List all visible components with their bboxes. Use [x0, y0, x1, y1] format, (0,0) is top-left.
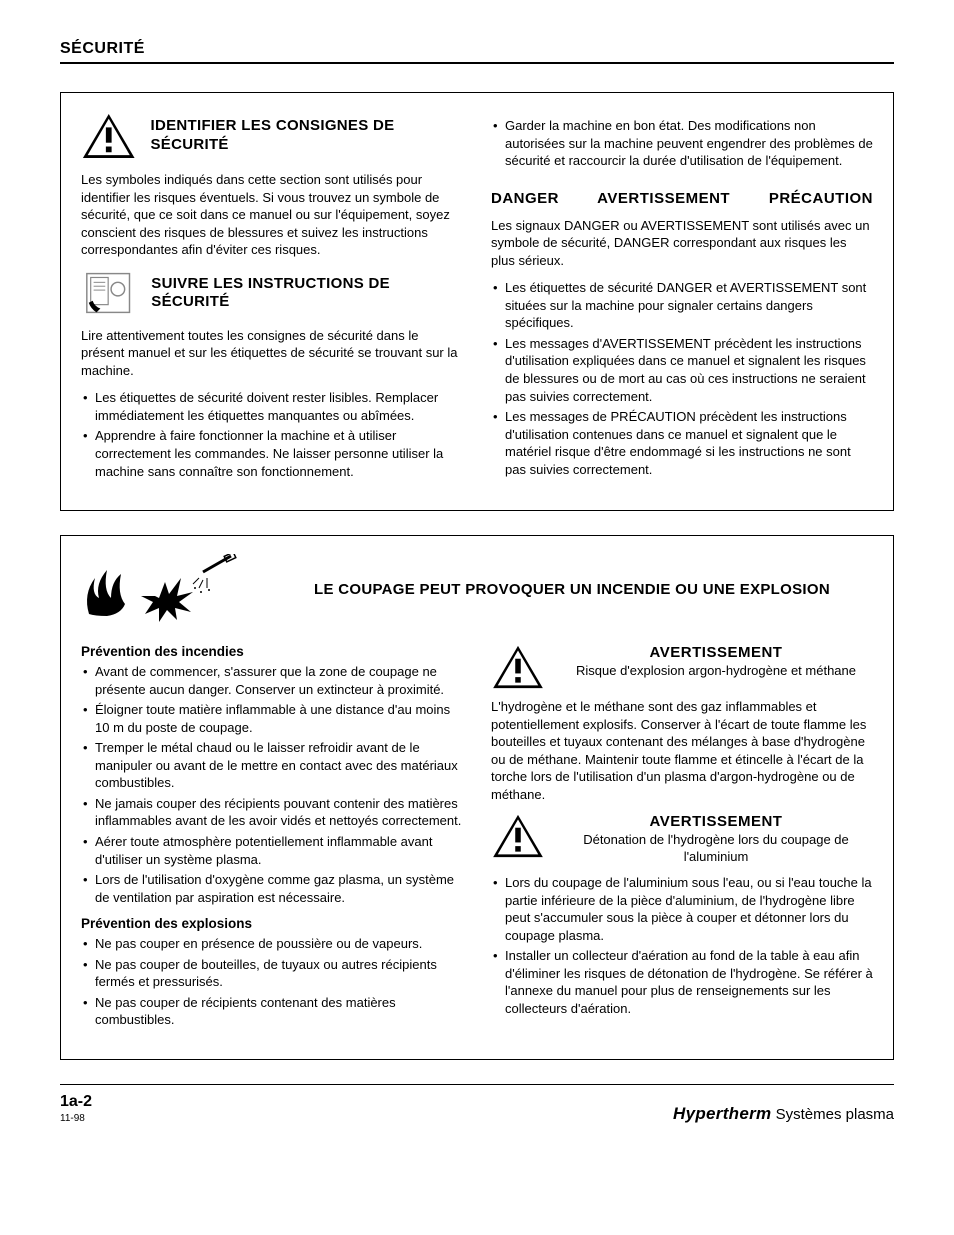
safety-box-2: LE COUPAGE PEUT PROVOQUER UN INCENDIE OU… [60, 535, 894, 1060]
list-item: Éloigner toute matière inflammable à une… [81, 701, 463, 736]
signals-bullets: Les étiquettes de sécurité DANGER et AVE… [491, 279, 873, 478]
box1-right-column: Garder la machine en bon état. Des modif… [491, 111, 873, 490]
warning2-sub: Détonation de l'hydrogène lors du coupag… [559, 832, 873, 866]
box1-left-column: IDENTIFIER LES CONSIGNES DE SÉCURITÉ Les… [81, 111, 463, 490]
list-item: Apprendre à faire fonctionner la machine… [81, 427, 463, 480]
list-item: Ne pas couper en présence de poussière o… [81, 935, 463, 953]
identify-title: IDENTIFIER LES CONSIGNES DE SÉCURITÉ [150, 111, 463, 155]
list-item: Aérer toute atmosphère potentiellement i… [81, 833, 463, 868]
list-item: Lors de l'utilisation d'oxygène comme ga… [81, 871, 463, 906]
warning-triangle-icon [81, 111, 136, 161]
safety-box-1: IDENTIFIER LES CONSIGNES DE SÉCURITÉ Les… [60, 92, 894, 511]
fire-prevention-heading: Prévention des incendies [81, 644, 463, 659]
follow-body: Lire attentivement toutes les consignes … [81, 327, 463, 380]
warning1-title: AVERTISSEMENT [559, 644, 873, 661]
page-number: 1a-2 [60, 1093, 92, 1111]
identify-body: Les symboles indiqués dans cette section… [81, 171, 463, 259]
list-item: Garder la machine en bon état. Des modif… [491, 117, 873, 170]
warning-triangle-icon [491, 813, 545, 859]
maintain-bullet: Garder la machine en bon état. Des modif… [491, 117, 873, 170]
page-header: SÉCURITÉ [60, 40, 894, 64]
list-item: Les étiquettes de sécurité doivent reste… [81, 389, 463, 424]
list-item: Tremper le métal chaud ou le laisser ref… [81, 739, 463, 792]
warning1-body: L'hydrogène et le méthane sont des gaz i… [491, 698, 873, 803]
list-item: Ne jamais couper des récipients pouvant … [81, 795, 463, 830]
footer-right: Hypertherm Systèmes plasma [673, 1104, 894, 1124]
footer-suffix: Systèmes plasma [771, 1106, 894, 1123]
list-item: Avant de commencer, s'assurer que la zon… [81, 663, 463, 698]
list-item: Ne pas couper de récipients contenant de… [81, 994, 463, 1029]
explosion-prevention-bullets: Ne pas couper en présence de poussière o… [81, 935, 463, 1029]
warning2-title: AVERTISSEMENT [559, 813, 873, 830]
list-item: Les étiquettes de sécurité DANGER et AVE… [491, 279, 873, 332]
list-item: Installer un collecteur d'aération au fo… [491, 947, 873, 1017]
fire-prevention-bullets: Avant de commencer, s'assurer que la zon… [81, 663, 463, 906]
list-item: Les messages de PRÉCAUTION précèdent les… [491, 408, 873, 478]
fire-explosion-icon [81, 554, 241, 626]
signals-body: Les signaux DANGER ou AVERTISSEMENT sont… [491, 217, 873, 270]
warning-triangle-icon [491, 644, 545, 690]
read-manual-icon [81, 269, 137, 317]
page-date: 11-98 [60, 1113, 92, 1124]
warning2-bullets: Lors du coupage de l'aluminium sous l'ea… [491, 874, 873, 1017]
follow-bullets: Les étiquettes de sécurité doivent reste… [81, 389, 463, 480]
list-item: Ne pas couper de bouteilles, de tuyaux o… [81, 956, 463, 991]
page-footer: 1a-2 11-98 Hypertherm Systèmes plasma [60, 1084, 894, 1124]
box2-left-column: Prévention des incendies Avant de commen… [81, 644, 463, 1039]
list-item: Les messages d'AVERTISSEMENT précèdent l… [491, 335, 873, 405]
brand-name: Hypertherm [673, 1104, 771, 1123]
follow-title: SUIVRE LES INSTRUCTIONS DE SÉCURITÉ [151, 269, 463, 313]
warning1-sub: Risque d'explosion argon-hydrogène et mé… [559, 663, 873, 680]
fire-explosion-title: LE COUPAGE PEUT PROVOQUER UN INCENDIE OU… [271, 580, 873, 600]
explosion-prevention-heading: Prévention des explosions [81, 916, 463, 931]
list-item: Lors du coupage de l'aluminium sous l'ea… [491, 874, 873, 944]
box2-right-column: AVERTISSEMENT Risque d'explosion argon-h… [491, 644, 873, 1039]
danger-warning-caution-heading: DANGER AVERTISSEMENT PRÉCAUTION [491, 180, 873, 207]
